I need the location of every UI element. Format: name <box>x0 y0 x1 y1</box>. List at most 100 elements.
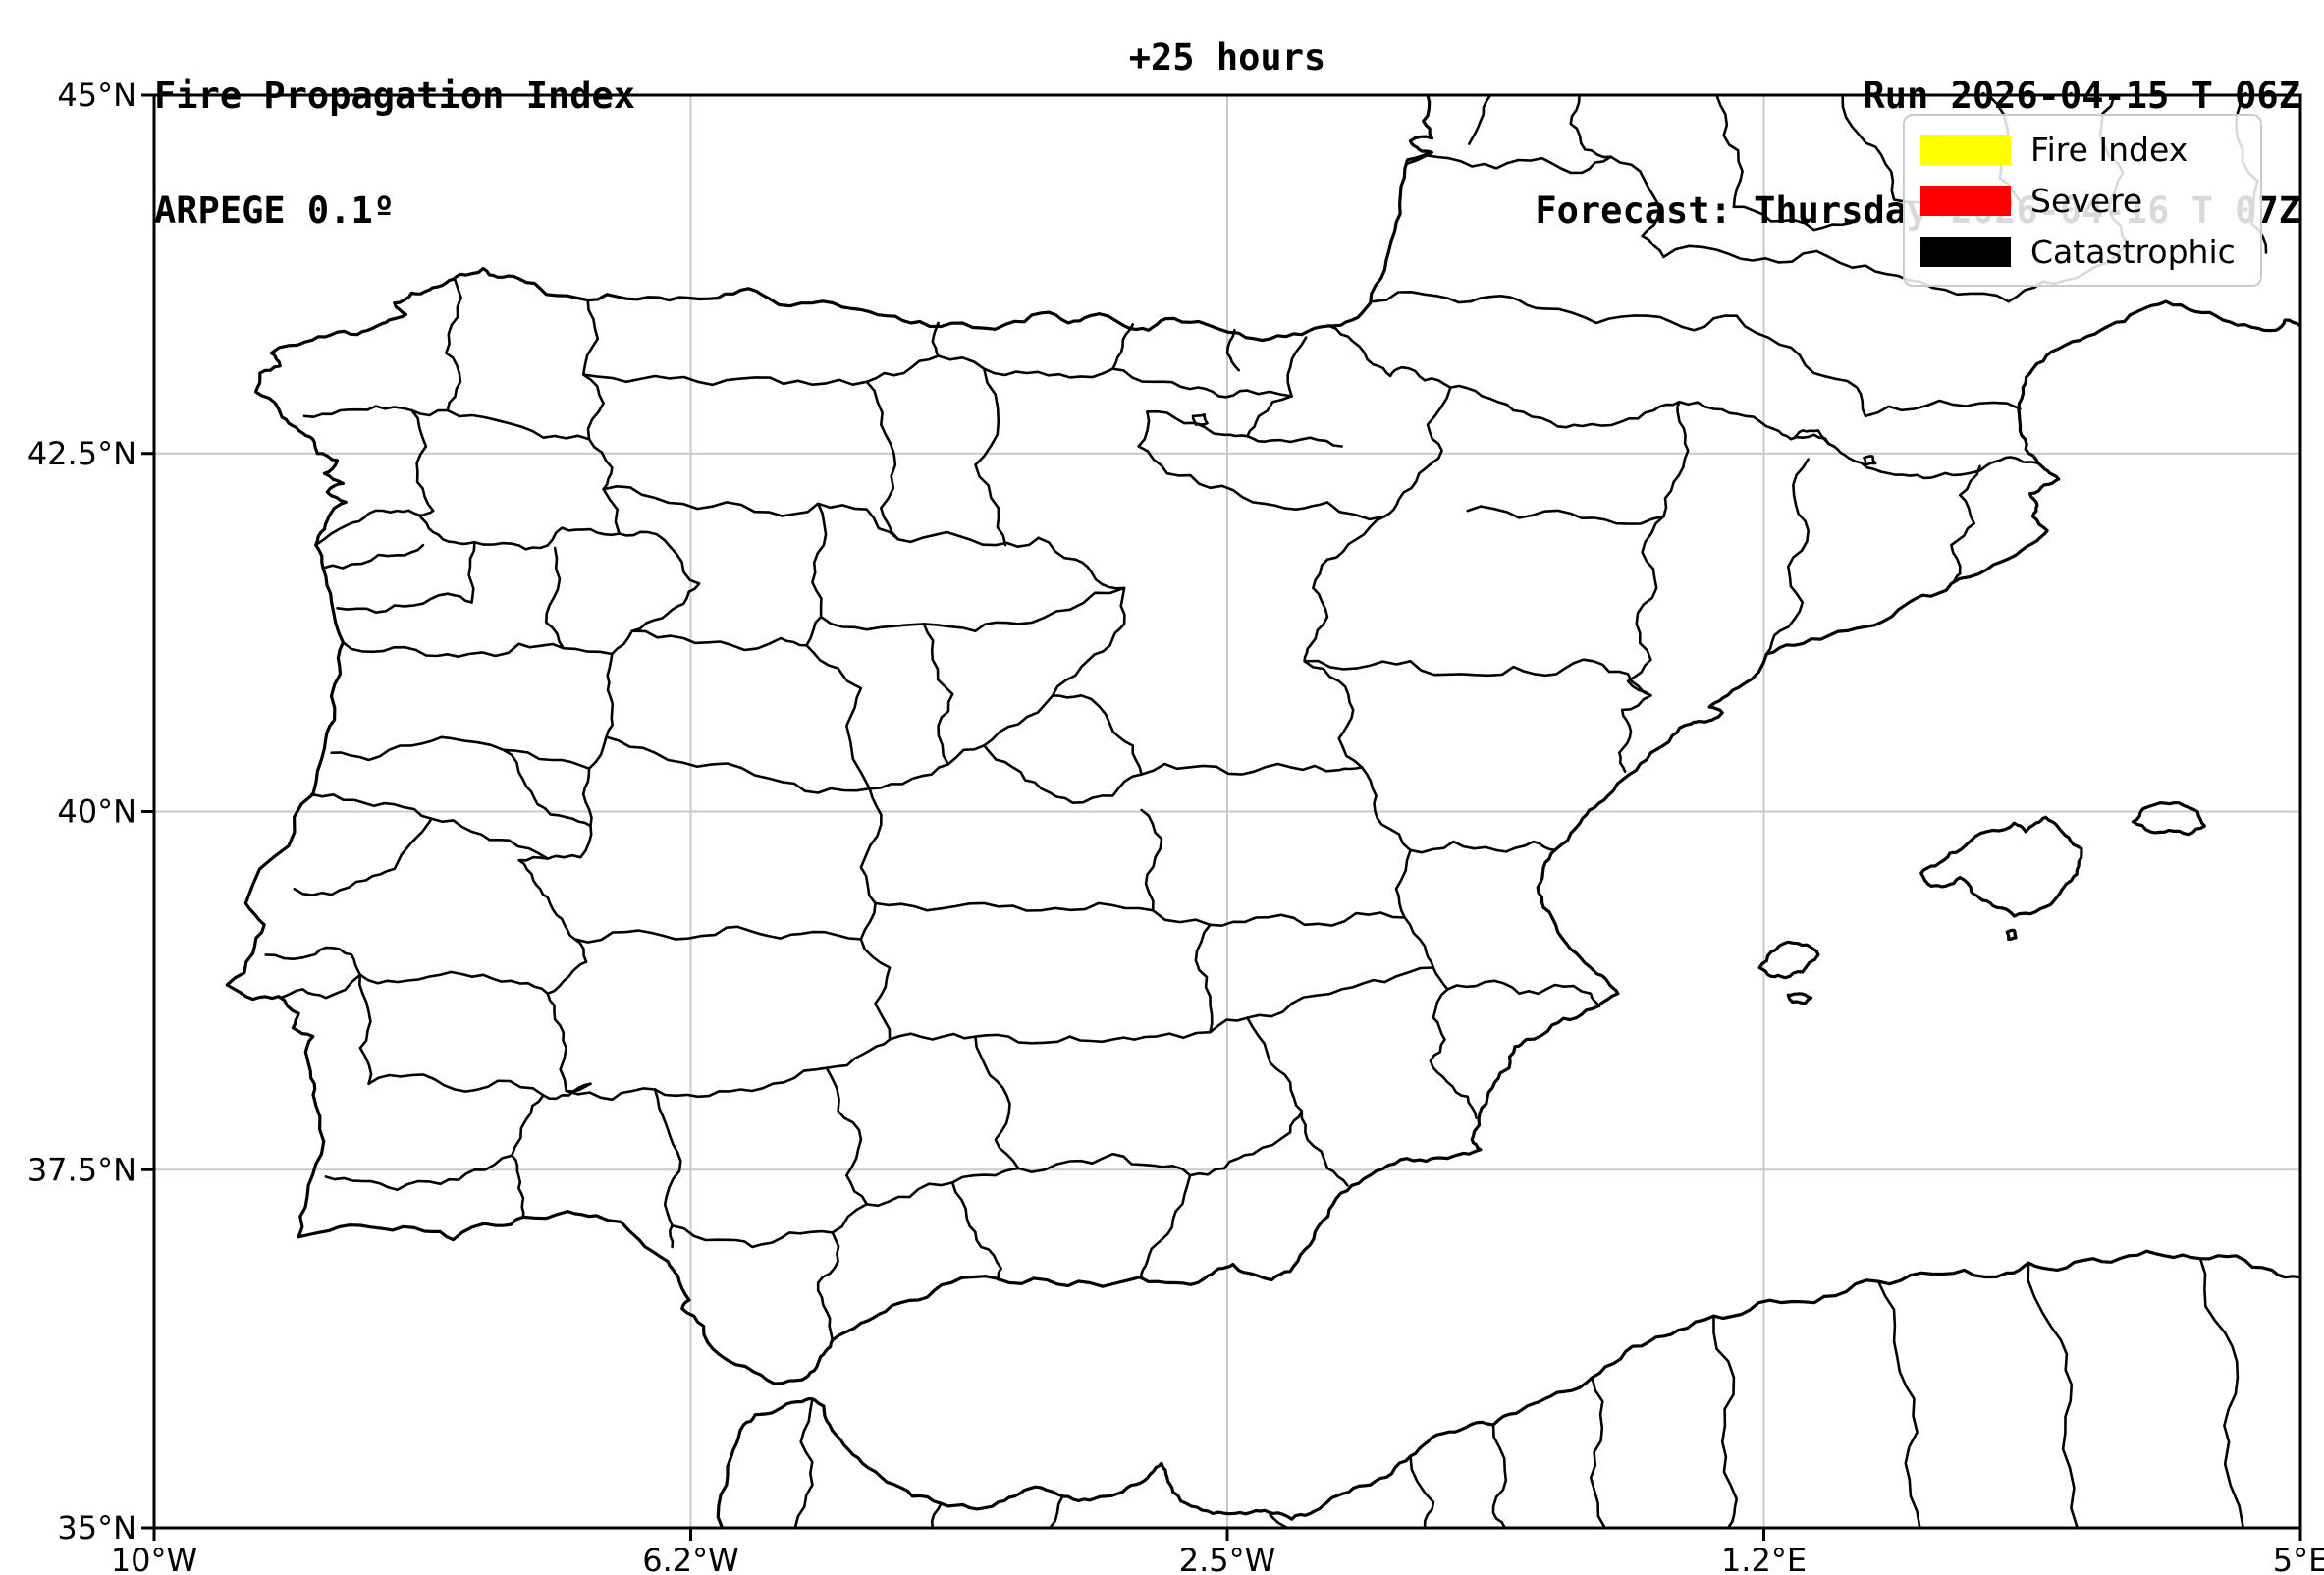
border-gironde-estuary <box>1468 95 1492 145</box>
legend-label-severe: Severe <box>2030 181 2143 220</box>
border-zaragoza-teruel <box>1303 658 1652 697</box>
border-pyrenees-border <box>1327 324 2040 480</box>
border-dz-wilaya-3 <box>1589 1376 1606 1528</box>
border-leon-south <box>602 485 900 541</box>
border-soria-zaragoza <box>1303 515 1386 663</box>
border-burgos-soria <box>1037 536 1126 590</box>
run-label: Run 2026-04-15 T 06Z <box>1863 75 2300 117</box>
border-pt-coimbra-south <box>310 792 550 860</box>
border-llivia-enclave <box>1863 455 1877 466</box>
border-pt-evora-north <box>358 970 550 996</box>
border-galicia-coruna-lugo <box>445 277 462 412</box>
border-galicia-coruna-south <box>302 405 450 418</box>
border-albacete-murcia <box>1209 966 1435 1034</box>
border-galicia-lugo-ourense <box>446 408 591 441</box>
graticule <box>153 94 2301 1529</box>
border-catalonia-aragon-south <box>1618 515 1665 773</box>
legend-row-fire-index: Fire Index <box>1920 131 2244 169</box>
y-tick-label: 42.5°N <box>27 435 136 472</box>
border-fr-pyrenees-atl-south <box>1543 307 1739 332</box>
border-basque-south <box>1111 367 1293 399</box>
border-fr-tarn-et-garonne <box>1732 205 1853 232</box>
x-tick-label: 10°W <box>111 1542 197 1575</box>
lead-time-label: +25 hours <box>1128 36 1326 79</box>
border-madrid-boundary <box>983 694 1143 804</box>
border-salamanca-avila <box>805 644 871 790</box>
border-fr-gironde-landes <box>1404 154 1612 175</box>
border-avila-segovia <box>922 623 954 766</box>
border-albacete-ciudadreal <box>1194 923 1214 1034</box>
coastline-iberia-and-france-coast <box>225 95 2300 1385</box>
border-fr-lot <box>1715 95 1744 209</box>
border-cuenca-guadalajara <box>1140 762 1364 776</box>
x-tick-label: 1.2°E <box>1721 1542 1807 1575</box>
border-cadiz-sevilla-north <box>671 1223 835 1249</box>
border-valladolid-south <box>819 615 1020 632</box>
border-galicia-east <box>581 299 621 535</box>
border-cantabria-west <box>931 321 940 357</box>
border-pt-setubal-east <box>358 973 373 1085</box>
border-dz-wilaya-5 <box>1876 1279 1921 1528</box>
coastline-formentera <box>1786 992 1813 1005</box>
border-pt-douro-line <box>342 641 614 658</box>
border-caceres-toledo <box>859 787 892 1041</box>
border-fr-dordogne <box>1569 95 1612 159</box>
border-morocco-algeria-border <box>1269 1513 1289 1528</box>
border-pt-viana-braga <box>321 543 425 570</box>
coastline-north-africa-coast <box>716 1249 2300 1528</box>
border-barcelona-girona <box>1950 464 1981 585</box>
border-pt-lisboa-north <box>264 946 362 977</box>
x-tick-label: 6.2°W <box>642 1542 739 1575</box>
map-title-block: Fire Propagation Index ARPEGE 0.1º <box>154 0 635 306</box>
border-zamora-valladolid <box>805 502 828 647</box>
border-fr-lot-et-garonne <box>1609 155 1665 259</box>
border-zaragoza-huesca <box>1466 505 1665 525</box>
catastrophic-swatch <box>1920 236 2011 267</box>
border-sevilla-cadiz-malaga <box>816 1203 869 1342</box>
border-dz-wilaya-7 <box>2198 1257 2244 1528</box>
border-ma-region-3 <box>1049 1494 1064 1528</box>
border-ma-region-2 <box>930 1501 943 1528</box>
border-asturias-south <box>581 354 940 387</box>
border-rioja-south <box>1137 410 1386 521</box>
border-huesca-lleida <box>1662 400 1690 518</box>
border-valladolid-north <box>896 530 1040 548</box>
coastline-ibiza <box>1757 940 1820 980</box>
border-huelva-sevilla <box>653 1088 682 1249</box>
fire-index-swatch <box>1920 134 2011 165</box>
border-toledo-cuenca <box>1140 808 1163 912</box>
border-pt-coimbra-north <box>330 744 413 762</box>
border-guadalajara-teruel <box>1303 660 1412 852</box>
border-vizcaya-gipuzkoa <box>1225 329 1240 372</box>
border-ma-region-1 <box>793 1397 814 1528</box>
border-cuenca-albacete <box>1151 908 1406 927</box>
border-sevilla-cordoba <box>825 1066 869 1206</box>
border-valencia-alicante <box>1446 979 1601 1008</box>
border-lleida-east <box>1765 458 1810 656</box>
border-sistema-central <box>605 586 1126 794</box>
border-galicia-pontevedra-ourense <box>410 408 435 516</box>
border-fr-gers-north <box>1662 244 1818 264</box>
y-tick-label: 45°N <box>57 77 136 114</box>
border-valencia-west <box>1394 848 1449 991</box>
border-pt-lisboa-setubal <box>278 973 362 1000</box>
border-pt-castelobranco-guarda <box>502 748 592 828</box>
model-subtitle: ARPEGE 0.1º <box>154 190 396 232</box>
border-pt-leiria-santarem <box>293 817 433 896</box>
border-alava-navarra <box>1246 395 1293 438</box>
legend-row-catastrophic: Catastrophic <box>1920 233 2244 271</box>
legend-row-severe: Severe <box>1920 182 2244 220</box>
y-tick-label: 35°N <box>57 1509 136 1547</box>
border-segovia-soria <box>1016 586 1126 625</box>
legend-label-fire-index: Fire Index <box>2030 130 2189 169</box>
legend: Fire Index Severe Catastrophic <box>1903 114 2262 287</box>
border-andorra <box>1789 429 1836 448</box>
border-dz-wilaya-6 <box>2027 1261 2079 1528</box>
border-leon-palencia <box>865 380 900 541</box>
border-vizcaya-west <box>1111 323 1135 370</box>
border-toledo-ciudadreal <box>874 901 1155 912</box>
border-malaga-granada <box>950 1181 1002 1281</box>
border-dz-wilaya-1 <box>1409 1454 1435 1528</box>
border-portugal-spain-border <box>314 509 701 1219</box>
